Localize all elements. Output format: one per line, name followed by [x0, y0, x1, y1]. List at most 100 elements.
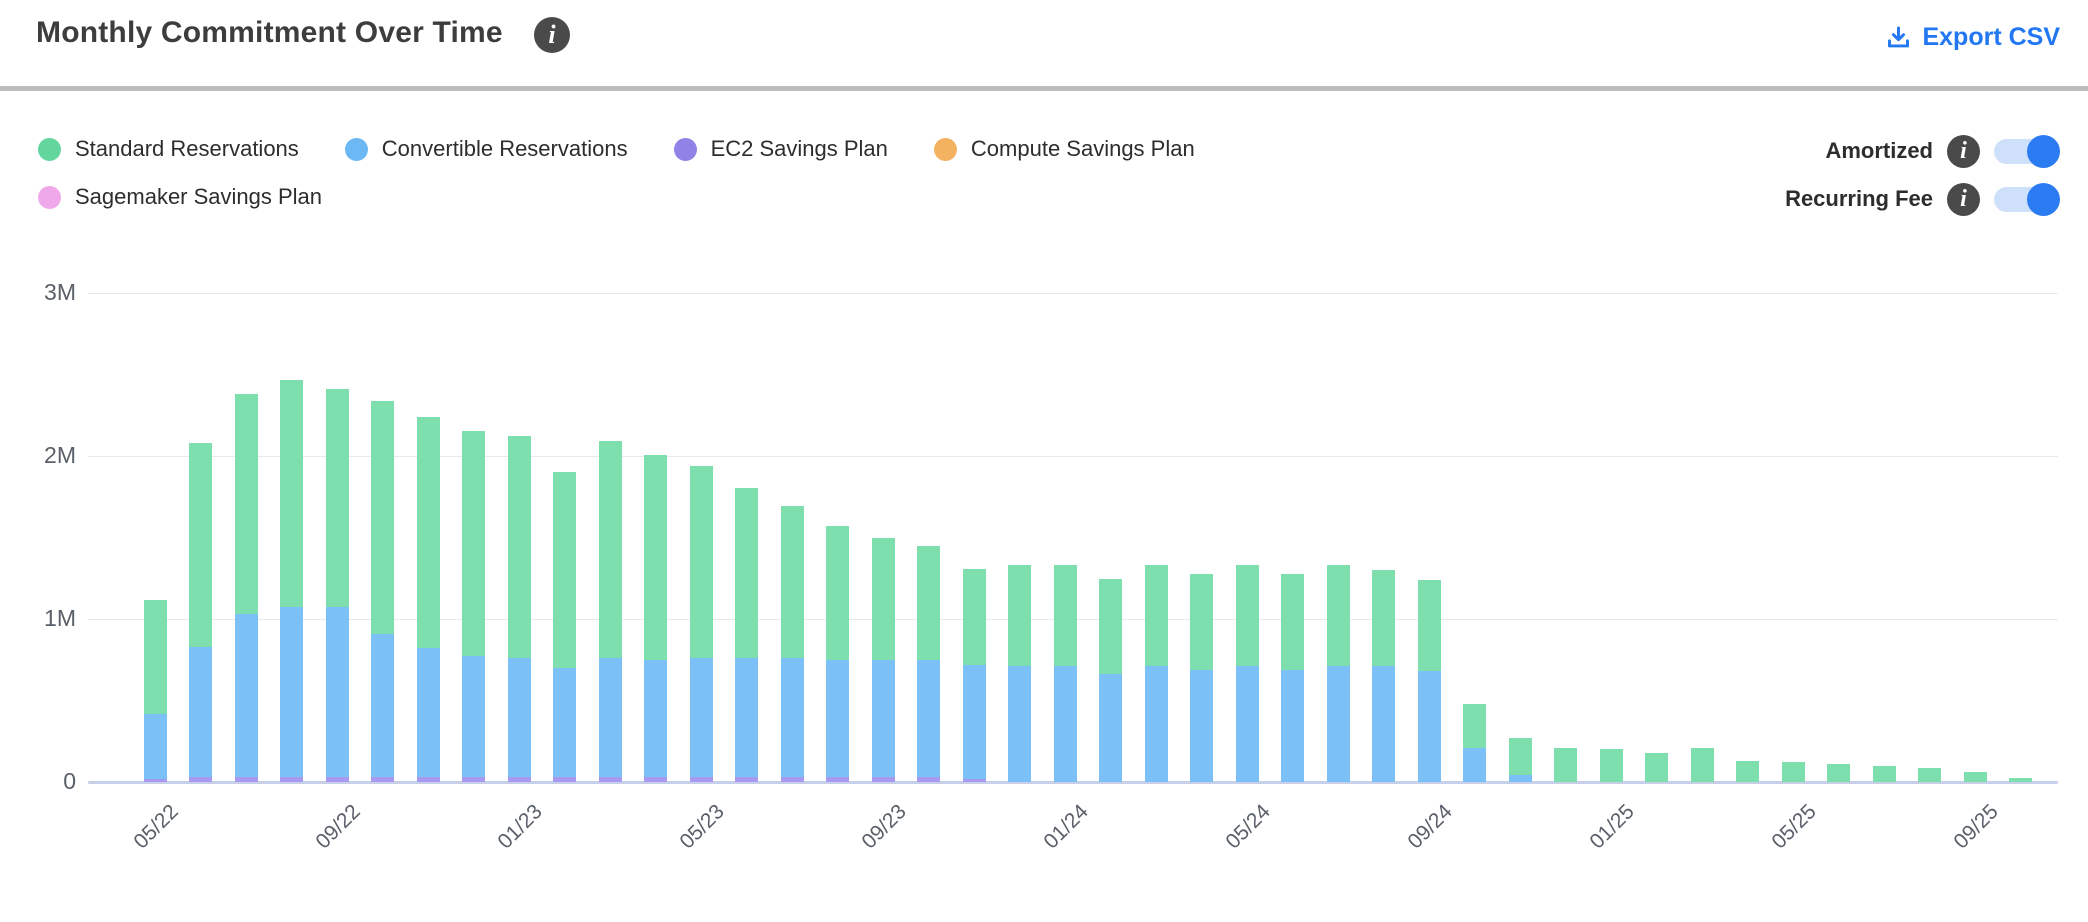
legend-item-standard[interactable]: Standard Reservations [38, 134, 299, 164]
bar-10-23-standard[interactable] [917, 546, 940, 660]
bar-10-25-standard[interactable] [2009, 778, 2032, 782]
bar-05-23-standard[interactable] [690, 466, 713, 658]
recurring-fee-toggle[interactable] [1994, 182, 2060, 216]
bar-07-22-convertible[interactable] [235, 614, 258, 777]
bar-09-22-convertible[interactable] [326, 607, 349, 777]
bar-09-24-convertible[interactable] [1418, 671, 1441, 782]
bar-01-25-standard[interactable] [1600, 749, 1623, 782]
amortized-info-icon[interactable]: i [1947, 134, 1980, 168]
bar-12-22-convertible[interactable] [462, 656, 485, 777]
bar-07-24-standard[interactable] [1327, 565, 1350, 666]
bar-11-22-convertible[interactable] [417, 648, 440, 777]
bar-08-23-ec2_sp[interactable] [826, 777, 849, 782]
bar-05-22-convertible[interactable] [144, 714, 167, 779]
bar-07-24-convertible[interactable] [1327, 666, 1350, 782]
bar-07-23-ec2_sp[interactable] [781, 777, 804, 782]
bar-06-22-standard[interactable] [189, 443, 212, 647]
title-info-icon[interactable]: i [534, 17, 570, 53]
legend-item-ec2_sp[interactable]: EC2 Savings Plan [673, 134, 888, 164]
bar-12-24-standard[interactable] [1554, 748, 1577, 782]
legend-item-convertible[interactable]: Convertible Reservations [344, 134, 628, 164]
bar-07-22-ec2_sp[interactable] [235, 777, 258, 782]
bar-08-24-standard[interactable] [1372, 570, 1395, 666]
bar-10-23-ec2_sp[interactable] [917, 777, 940, 782]
bar-03-23-convertible[interactable] [599, 658, 622, 777]
bar-09-24-standard[interactable] [1418, 580, 1441, 671]
bar-04-23-convertible[interactable] [644, 660, 667, 777]
bar-05-24-standard[interactable] [1236, 565, 1259, 666]
bar-03-24-standard[interactable] [1145, 565, 1168, 666]
bar-09-23-standard[interactable] [872, 538, 895, 660]
bar-04-23-standard[interactable] [644, 455, 667, 660]
bar-06-22-ec2_sp[interactable] [189, 777, 212, 782]
bar-11-23-standard[interactable] [963, 569, 986, 665]
bar-10-23-convertible[interactable] [917, 660, 940, 777]
bar-12-22-ec2_sp[interactable] [462, 777, 485, 782]
bar-11-23-convertible[interactable] [963, 665, 986, 779]
bar-06-24-standard[interactable] [1281, 574, 1304, 670]
bar-09-25-standard[interactable] [1964, 772, 1987, 782]
bar-08-23-convertible[interactable] [826, 660, 849, 777]
bar-04-23-ec2_sp[interactable] [644, 777, 667, 782]
bar-11-24-convertible[interactable] [1509, 775, 1532, 782]
bar-03-23-standard[interactable] [599, 441, 622, 658]
bar-01-24-convertible[interactable] [1054, 666, 1077, 782]
bar-05-23-ec2_sp[interactable] [690, 777, 713, 782]
bar-06-23-standard[interactable] [735, 488, 758, 658]
bar-09-23-convertible[interactable] [872, 660, 895, 777]
bar-05-23-convertible[interactable] [690, 658, 713, 777]
bar-09-23-ec2_sp[interactable] [872, 777, 895, 782]
amortized-toggle[interactable] [1994, 134, 2060, 168]
bar-02-25-standard[interactable] [1645, 753, 1668, 782]
bar-04-25-standard[interactable] [1736, 761, 1759, 782]
legend-item-compute_sp[interactable]: Compute Savings Plan [933, 134, 1195, 164]
bar-09-22-ec2_sp[interactable] [326, 777, 349, 782]
bar-06-22-convertible[interactable] [189, 647, 212, 777]
bar-10-22-standard[interactable] [371, 401, 394, 634]
bar-08-23-standard[interactable] [826, 526, 849, 660]
bar-11-23-ec2_sp[interactable] [963, 779, 986, 782]
bar-06-23-ec2_sp[interactable] [735, 777, 758, 782]
bar-04-24-convertible[interactable] [1190, 670, 1213, 782]
recurring-fee-info-icon[interactable]: i [1947, 182, 1980, 216]
bar-07-23-convertible[interactable] [781, 658, 804, 777]
bar-01-23-standard[interactable] [508, 436, 531, 658]
bar-09-22-standard[interactable] [326, 389, 349, 607]
bar-05-22-ec2_sp[interactable] [144, 779, 167, 782]
bar-01-24-standard[interactable] [1054, 565, 1077, 666]
export-csv-button[interactable]: Export CSV [1885, 20, 2060, 54]
bar-10-24-standard[interactable] [1463, 704, 1486, 748]
bar-02-23-ec2_sp[interactable] [553, 777, 576, 782]
bar-03-25-standard[interactable] [1691, 748, 1714, 782]
bar-12-23-convertible[interactable] [1008, 666, 1031, 782]
bar-04-24-standard[interactable] [1190, 574, 1213, 670]
bar-06-23-convertible[interactable] [735, 658, 758, 777]
bar-11-22-ec2_sp[interactable] [417, 777, 440, 782]
bar-07-22-standard[interactable] [235, 394, 258, 614]
bar-06-25-standard[interactable] [1827, 764, 1850, 782]
bar-08-24-convertible[interactable] [1372, 666, 1395, 782]
bar-05-22-standard[interactable] [144, 600, 167, 714]
bar-10-22-ec2_sp[interactable] [371, 777, 394, 782]
bar-02-23-standard[interactable] [553, 472, 576, 668]
bar-11-22-standard[interactable] [417, 417, 440, 648]
bar-12-22-standard[interactable] [462, 431, 485, 656]
bar-07-25-standard[interactable] [1873, 766, 1896, 782]
bar-05-24-convertible[interactable] [1236, 666, 1259, 782]
bar-12-23-standard[interactable] [1008, 565, 1031, 666]
bar-02-23-convertible[interactable] [553, 668, 576, 777]
bar-01-23-convertible[interactable] [508, 658, 531, 777]
bar-06-24-convertible[interactable] [1281, 670, 1304, 782]
bar-02-24-standard[interactable] [1099, 579, 1122, 674]
bar-11-24-standard[interactable] [1509, 738, 1532, 775]
bar-08-25-standard[interactable] [1918, 768, 1941, 782]
legend-item-sagemaker_sp[interactable]: Sagemaker Savings Plan [38, 182, 322, 212]
bar-02-24-convertible[interactable] [1099, 674, 1122, 782]
bar-10-24-convertible[interactable] [1463, 748, 1486, 782]
bar-07-23-standard[interactable] [781, 506, 804, 658]
bar-01-23-ec2_sp[interactable] [508, 777, 531, 782]
bar-08-22-convertible[interactable] [280, 607, 303, 777]
bar-08-22-standard[interactable] [280, 380, 303, 607]
bar-03-23-ec2_sp[interactable] [599, 777, 622, 782]
bar-03-24-convertible[interactable] [1145, 666, 1168, 782]
